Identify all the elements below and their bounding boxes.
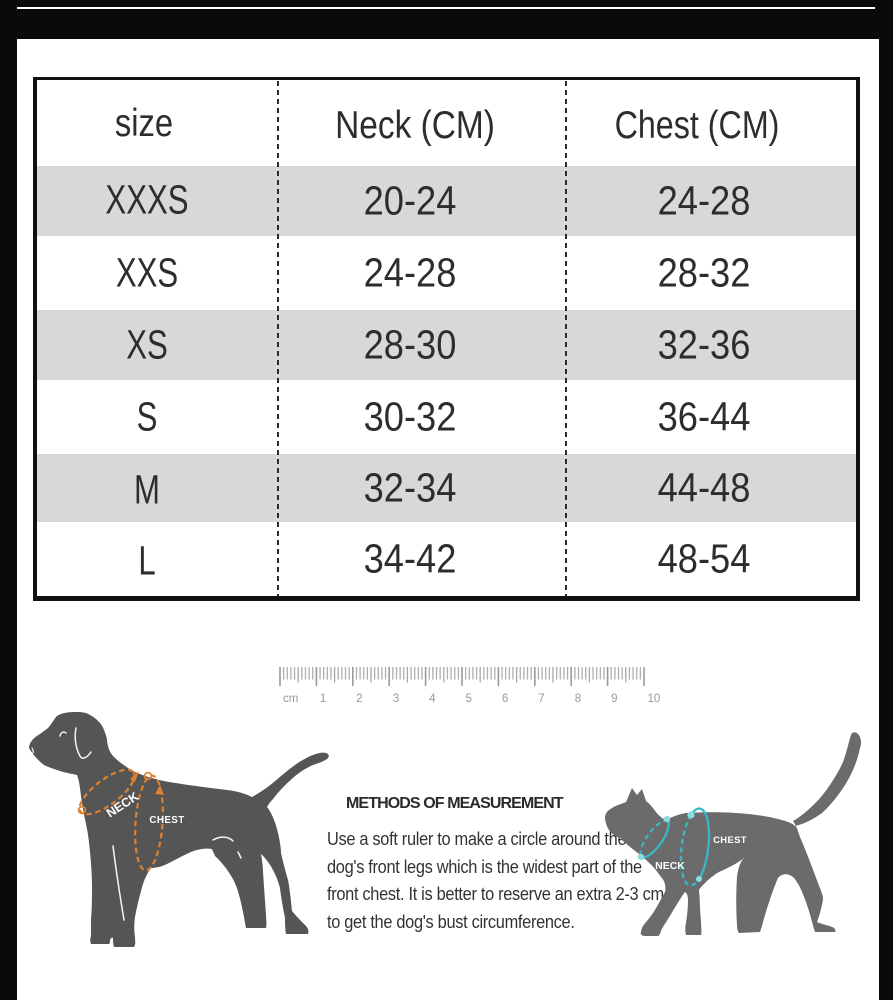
svg-text:9: 9 (611, 693, 617, 705)
svg-text:2: 2 (356, 693, 362, 705)
svg-text:10: 10 (648, 693, 661, 705)
svg-text:8: 8 (575, 693, 581, 705)
svg-text:6: 6 (502, 693, 508, 705)
svg-text:CHEST: CHEST (713, 835, 747, 846)
svg-text:4: 4 (429, 693, 436, 705)
svg-text:5: 5 (466, 693, 472, 705)
svg-text:1: 1 (320, 693, 326, 705)
svg-text:7: 7 (538, 693, 544, 705)
svg-text:NECK: NECK (655, 860, 685, 872)
svg-text:CHEST: CHEST (149, 815, 184, 826)
svg-text:cm: cm (283, 693, 298, 705)
svg-text:3: 3 (393, 693, 399, 705)
